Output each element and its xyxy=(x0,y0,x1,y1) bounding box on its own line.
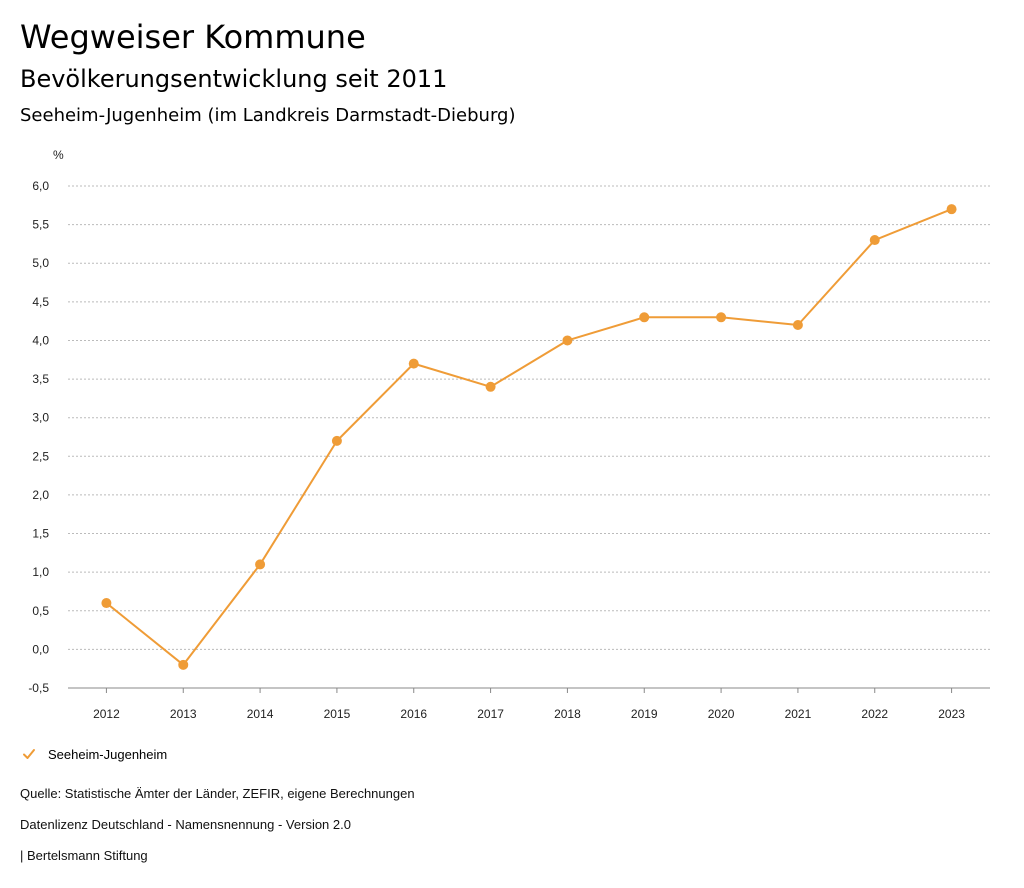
data-point xyxy=(178,659,189,670)
data-point xyxy=(792,320,803,331)
x-axis: 2012 2013 2014 2015 2016 2017 2018 2019 2020 2021… xyxy=(68,687,990,721)
grid-lines xyxy=(68,185,990,689)
data-point xyxy=(331,435,342,446)
x-tick-label: 2020 xyxy=(708,707,735,721)
y-axis-unit-label: % xyxy=(53,148,64,162)
page-title: Wegweiser Kommune xyxy=(20,18,366,56)
y-tick-label: 5,0 xyxy=(32,256,49,270)
x-tick-label: 2023 xyxy=(938,707,965,721)
data-point xyxy=(869,235,880,246)
x-tick-label: 2018 xyxy=(554,707,581,721)
chart-subtitle: Bevölkerungsentwicklung seit 2011 xyxy=(20,65,448,93)
x-tick-label: 2017 xyxy=(477,707,504,721)
legend-label: Seeheim-Jugenheim xyxy=(48,746,168,762)
source-text: Quelle: Statistische Ämter der Länder, Z… xyxy=(20,786,415,801)
data-point xyxy=(946,204,957,215)
legend-item-seeheim-jugenheim[interactable]: Seeheim-Jugenheim xyxy=(20,745,167,763)
data-point xyxy=(101,598,112,609)
x-tick-label: 2015 xyxy=(324,707,351,721)
x-tick-label: 2021 xyxy=(785,707,812,721)
data-point xyxy=(408,358,419,369)
series-line xyxy=(105,208,952,666)
y-tick-label: 2,0 xyxy=(32,488,49,502)
y-tick-label: 1,5 xyxy=(32,527,49,541)
data-point xyxy=(562,335,573,346)
series-group xyxy=(101,204,957,670)
y-tick-label: -0,5 xyxy=(28,681,49,695)
x-tick-label: 2022 xyxy=(861,707,888,721)
y-tick-label: 2,5 xyxy=(32,449,49,463)
check-icon xyxy=(23,749,35,759)
publisher-text: | Bertelsmann Stiftung xyxy=(20,848,148,863)
x-tick-label: 2019 xyxy=(631,707,658,721)
y-axis-ticks: 6,0 5,5 5,0 4,5 4,0 3,5 3,0 2,5 2,0 1,5 1,0 0,5 0,0 -… xyxy=(28,179,49,695)
region-label: Seeheim-Jugenheim (im Landkreis Darmstad… xyxy=(20,105,516,126)
x-tick-label: 2013 xyxy=(170,707,197,721)
x-tick-label: 2016 xyxy=(400,707,427,721)
y-tick-label: 4,0 xyxy=(32,333,49,347)
data-point xyxy=(255,559,266,570)
x-tick-label: 2014 xyxy=(247,707,274,721)
license-text: Datenlizenz Deutschland - Namensnennung … xyxy=(20,817,351,832)
y-tick-label: 5,5 xyxy=(32,218,49,232)
data-point xyxy=(639,312,650,323)
y-tick-label: 3,5 xyxy=(32,372,49,386)
data-point xyxy=(716,312,727,323)
y-tick-label: 4,5 xyxy=(32,295,49,309)
data-point xyxy=(485,381,496,392)
line-chart: % 6,0 5,5 5,0 4,5 4,0 3,5 3,0 2,5 2,0 1,5 1,0 0,5 0,… xyxy=(28,148,990,721)
y-tick-label: 6,0 xyxy=(32,179,49,193)
y-tick-label: 1,0 xyxy=(32,565,49,579)
y-tick-label: 0,0 xyxy=(32,642,49,656)
y-tick-label: 3,0 xyxy=(32,411,49,425)
y-tick-label: 0,5 xyxy=(32,604,49,618)
x-tick-label: 2012 xyxy=(93,707,120,721)
